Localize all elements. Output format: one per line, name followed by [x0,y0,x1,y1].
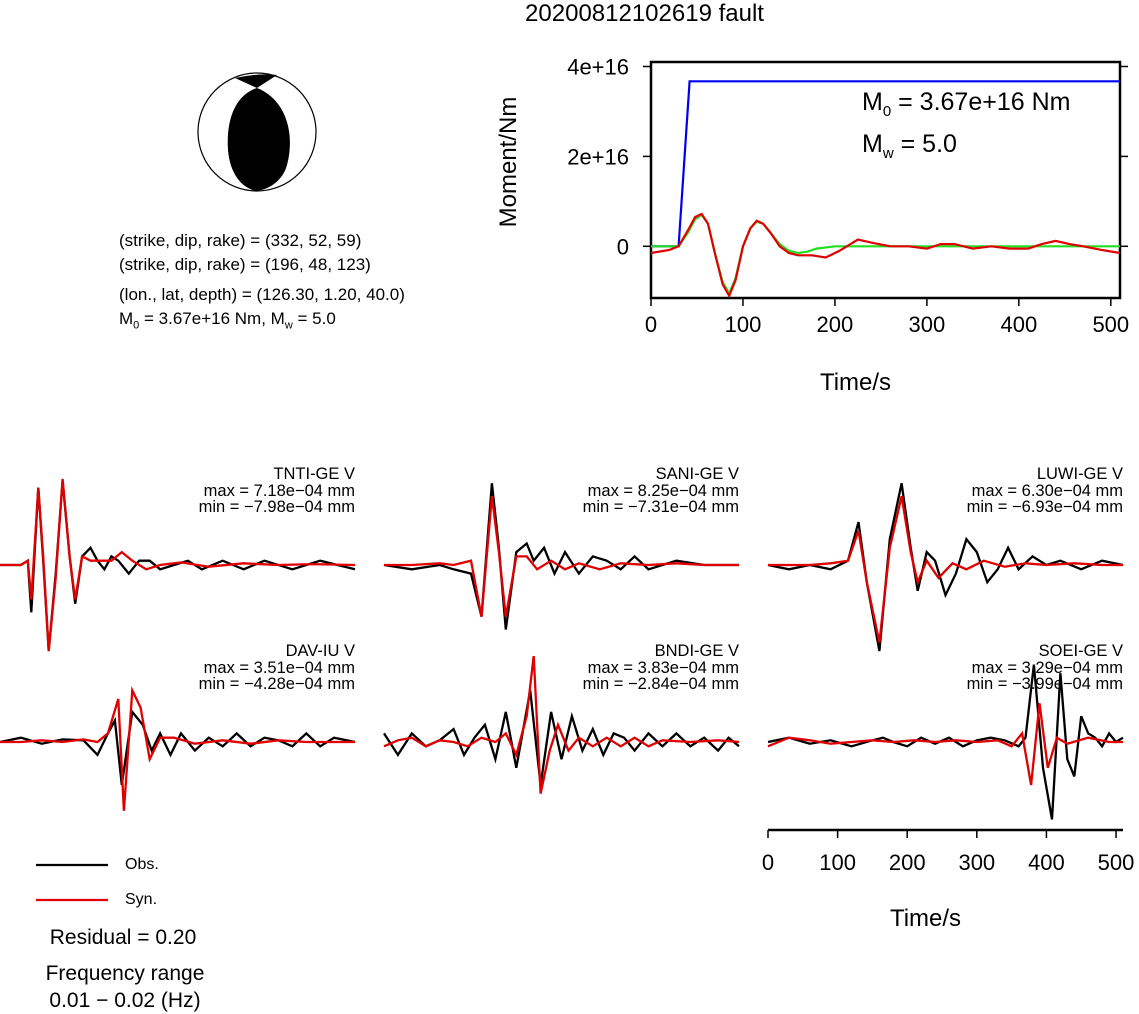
max-amplitude: max = 7.18e−04 mm [204,482,355,500]
moment-plot-frame [649,60,1122,300]
legend-syn-label: Syn. [125,891,158,908]
min-amplitude: min = −7.98e−04 mm [199,498,355,516]
obs-trace [383,483,739,630]
m0-annotation: M0 = 3.67e+16 Nm [862,88,1071,120]
time-tick-label: 200 [889,850,926,875]
time-tick-label: 100 [819,850,856,875]
mw-annotation-value: 5.0 [922,130,957,158]
min-amplitude: min = −2.84e−04 mm [583,675,739,693]
max-amplitude: max = 3.83e−04 mm [588,659,739,677]
beachball-icon [197,72,317,192]
focal-plane-1: (strike, dip, rake) = (332, 52, 59) [119,231,362,250]
y-axis-label: Moment/Nm [495,97,522,228]
y-tick-label: 0 [617,234,629,259]
legend-obs-label: Obs. [125,856,159,873]
x-axis-label: Time/s [820,369,891,396]
min-amplitude: min = −7.31e−04 mm [583,498,739,516]
time-axis-label: Time/s [890,905,961,932]
syn-trace [767,703,1123,786]
station-name: SOEI-GE V [1039,642,1123,660]
max-amplitude: max = 8.25e−04 mm [588,482,739,500]
obs-trace [383,690,740,786]
frequency-range: Frequency range 0.01 − 0.02 (Hz) [0,960,250,1014]
x-tick-label: 500 [1092,312,1129,337]
m0-line-value: 3.67e+16 Nm, M [158,309,285,328]
time-tick-label: 500 [1098,850,1135,875]
moment-magnitude: M0 = 3.67e+16 Nm, Mw = 5.0 [119,309,336,332]
station-name: LUWI-GE V [1037,465,1123,483]
x-tick-label: 0 [645,312,657,337]
time-tick-label: 300 [958,850,995,875]
time-tick-label: 0 [762,850,774,875]
focal-plane-2: (strike, dip, rake) = (196, 48, 123) [119,255,371,274]
x-tick-label: 200 [817,312,854,337]
max-amplitude: max = 6.30e−04 mm [972,482,1123,500]
obs-trace [0,709,356,786]
x-tick-label: 400 [1000,312,1037,337]
max-amplitude: max = 3.51e−04 mm [204,659,355,677]
y-tick-label: 4e+16 [567,54,629,79]
max-amplitude: max = 3.29e−04 mm [972,659,1123,677]
moment-rate-obs-line [650,212,1121,299]
location-depth: (lon., lat, depth) = (126.30, 1.20, 40.0… [119,285,405,304]
focal-params: (strike, dip, rake) = (332, 52, 59) (str… [119,229,405,337]
obs-trace [767,483,1124,652]
time-tick-label: 400 [1028,850,1065,875]
station-name: BNDI-GE V [655,642,739,660]
moment-chart: 0 100 200 300 400 500 0 2e+16 4e+16 Time/s Moment/… [495,54,1129,396]
station-name: DAV-IU V [286,642,355,660]
x-tick-label: 100 [725,312,762,337]
mw-line-value: 5.0 [312,309,336,328]
frequency-value: 0.01 − 0.02 (Hz) [49,989,201,1012]
min-amplitude: min = −4.28e−04 mm [199,675,355,693]
frequency-label: Frequency range [45,962,205,985]
syn-trace [0,686,355,811]
residual: Residual = 0.20 [49,926,197,949]
min-amplitude: min = −6.93e−04 mm [967,498,1123,516]
x-tick-label: 300 [909,312,946,337]
min-amplitude: min = −3.99e−04 mm [967,675,1123,693]
m0-annotation-value: 3.67e+16 Nm [919,88,1071,116]
syn-trace [768,495,1123,643]
moment-annotation: M0 = 3.67e+16 Nm Mw = 5.0 [862,86,1070,170]
page-title: 20200812102619 fault [525,0,764,27]
syn-trace [383,655,740,794]
y-tick-label: 2e+16 [567,144,629,169]
station-name: SANI-GE V [656,465,739,483]
station-name: TNTI-GE V [273,465,355,483]
syn-trace [0,478,356,652]
mw-annotation: Mw = 5.0 [862,130,957,162]
syn-trace [384,496,739,617]
legend-swatches [36,863,108,902]
